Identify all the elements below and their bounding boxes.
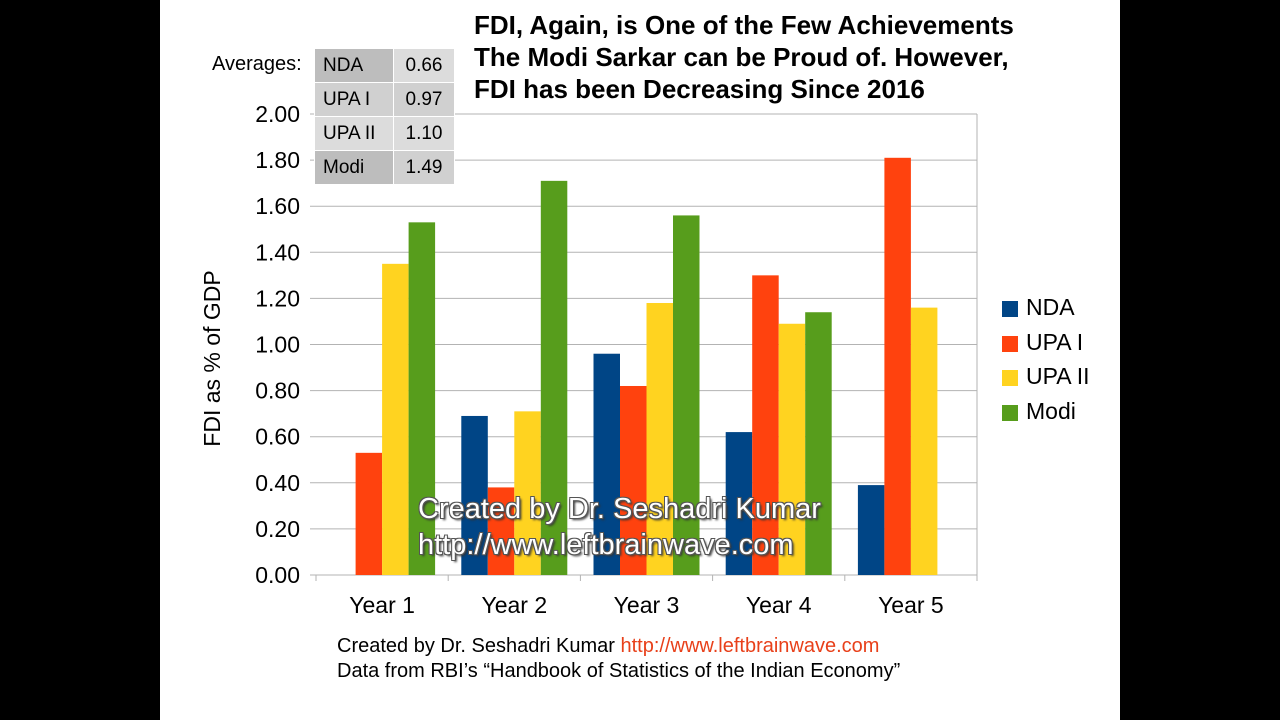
legend-label: UPA I <box>1026 328 1084 355</box>
averages-name: UPA II <box>314 116 394 151</box>
x-tick-label: Year 1 <box>349 592 415 618</box>
footer-credit-link[interactable]: http://www.leftbrainwave.com <box>620 635 880 657</box>
watermark-line-2: http://www.leftbrainwave.com <box>418 529 794 561</box>
bar-upa-ii <box>646 303 673 575</box>
averages-table: NDA 0.66 UPA I 0.97 UPA II 1.10 Modi 1.4… <box>314 48 455 185</box>
bar-upa-i <box>884 157 911 576</box>
y-tick-label: 0.00 <box>255 562 300 588</box>
bar-upa-ii <box>778 323 806 575</box>
watermark-line-1: Created by Dr. Seshadri Kumar <box>418 493 821 525</box>
legend-swatch-nda <box>1002 301 1018 317</box>
y-tick-label: 0.40 <box>255 470 300 496</box>
bar-nda <box>857 485 885 575</box>
averages-value: 1.49 <box>393 150 455 185</box>
bar-modi <box>805 312 832 575</box>
bar-nda <box>725 432 753 575</box>
bar-upa-ii <box>382 263 409 575</box>
averages-row: Modi 1.49 <box>314 150 455 185</box>
footer-source: Data from RBI’s “Handbook of Statistics … <box>337 660 901 682</box>
y-tick-label: 1.40 <box>255 239 300 265</box>
bar-upa-ii <box>514 411 541 575</box>
averages-name: Modi <box>314 150 394 185</box>
averages-name: NDA <box>314 48 394 83</box>
averages-row: UPA I 0.97 <box>314 82 455 117</box>
legend-label: NDA <box>1026 294 1075 320</box>
y-tick-label: 0.20 <box>255 516 300 542</box>
bar-upa-i <box>355 452 383 575</box>
bar-modi <box>673 215 700 576</box>
y-tick-label: 0.60 <box>255 424 300 450</box>
averages-row: UPA II 1.10 <box>314 116 455 151</box>
bar-nda <box>593 353 620 575</box>
bar-nda <box>461 415 488 575</box>
footer-credit: Created by Dr. Seshadri Kumar http://www… <box>337 635 879 658</box>
legend-swatch-upa1 <box>1002 335 1018 352</box>
y-tick-label: 1.00 <box>255 332 300 358</box>
y-tick-label: 1.80 <box>255 147 300 173</box>
averages-row: NDA 0.66 <box>314 48 455 83</box>
bar-modi <box>540 180 568 575</box>
bar-upa-i <box>620 385 647 575</box>
legend-swatch-upa2 <box>1002 370 1018 386</box>
title-line-3: FDI has been Decreasing Since 2016 <box>474 74 925 104</box>
legend-label: Modi <box>1026 397 1076 424</box>
bar-upa-i <box>752 275 779 575</box>
averages-value: 0.66 <box>393 48 455 83</box>
y-tick-label: 1.60 <box>255 193 300 219</box>
averages-label: Averages: <box>212 53 302 75</box>
averages-value: 0.97 <box>393 82 455 117</box>
y-tick-label: 0.80 <box>255 378 300 404</box>
y-tick-label: 2.00 <box>255 101 300 127</box>
averages-name: UPA I <box>314 82 394 117</box>
averages-value: 1.10 <box>393 116 455 151</box>
bar-upa-ii <box>910 307 938 575</box>
bar-modi <box>408 222 436 575</box>
x-tick-label: Year 5 <box>878 592 944 618</box>
y-tick-label: 1.20 <box>255 285 300 311</box>
bar-chart: 0.00 0.20 0.40 0.60 0.80 1.00 1.20 1.40 1.60 1.80… <box>199 101 978 618</box>
x-tick-label: Year 4 <box>746 592 812 618</box>
title-line-1: FDI, Again, is One of the Few Achievemen… <box>474 10 1014 40</box>
legend-swatch-modi <box>1002 404 1018 421</box>
legend-label: UPA II <box>1026 363 1090 389</box>
y-axis-title: FDI as % of GDP <box>199 270 225 446</box>
x-tick-label: Year 2 <box>481 592 547 618</box>
bar-upa-i <box>487 487 515 575</box>
footer-credit-text: Created by Dr. Seshadri Kumar <box>337 635 615 657</box>
slide: 0.00 0.20 0.40 0.60 0.80 1.00 1.20 1.40 1.60 1.80… <box>160 0 1120 720</box>
title-line-2: The Modi Sarkar can be Proud of. However… <box>474 42 1009 72</box>
x-tick-label: Year 3 <box>614 592 680 618</box>
